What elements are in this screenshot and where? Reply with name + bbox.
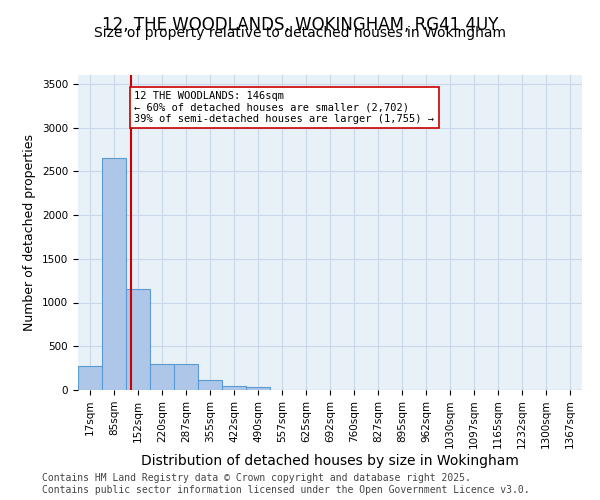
Bar <box>198 380 222 390</box>
Text: 12, THE WOODLANDS, WOKINGHAM, RG41 4UY: 12, THE WOODLANDS, WOKINGHAM, RG41 4UY <box>102 16 498 34</box>
Bar <box>222 386 246 390</box>
Bar <box>126 290 150 390</box>
Y-axis label: Number of detached properties: Number of detached properties <box>23 134 37 331</box>
X-axis label: Distribution of detached houses by size in Wokingham: Distribution of detached houses by size … <box>141 454 519 468</box>
Text: Contains HM Land Registry data © Crown copyright and database right 2025.
Contai: Contains HM Land Registry data © Crown c… <box>42 474 530 495</box>
Text: 12 THE WOODLANDS: 146sqm
← 60% of detached houses are smaller (2,702)
39% of sem: 12 THE WOODLANDS: 146sqm ← 60% of detach… <box>134 91 434 124</box>
Bar <box>246 388 270 390</box>
Bar <box>102 158 126 390</box>
Bar <box>174 364 198 390</box>
Text: Size of property relative to detached houses in Wokingham: Size of property relative to detached ho… <box>94 26 506 40</box>
Bar <box>78 366 102 390</box>
Bar <box>150 364 174 390</box>
